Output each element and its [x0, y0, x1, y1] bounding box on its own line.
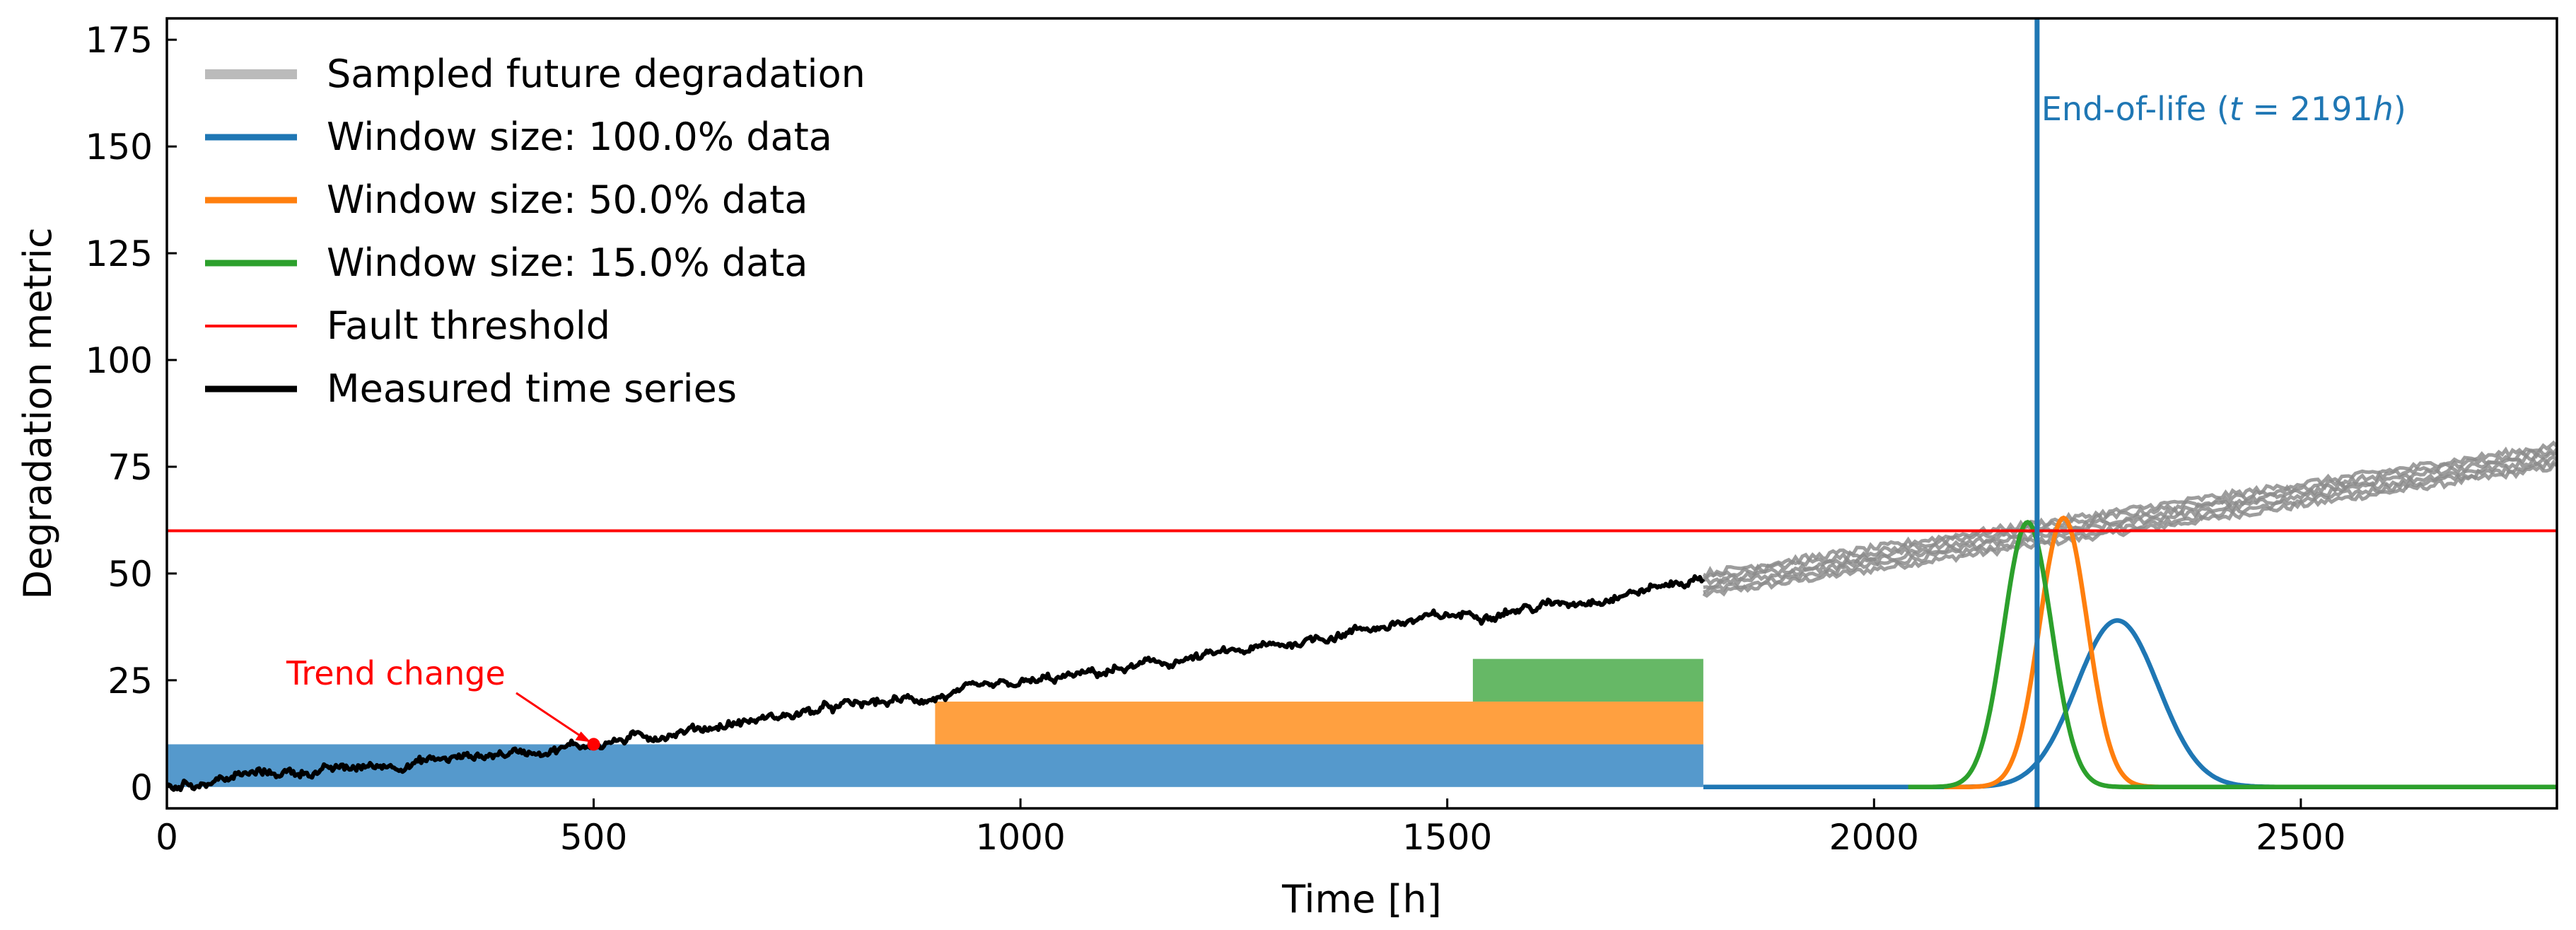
y-tick-label: 100 [86, 340, 153, 381]
trend-change-arrowhead [575, 731, 591, 743]
distribution-curve-0 [1703, 618, 2557, 790]
axes: 0 500 1000 1500 2000 2500 0 25 50 75 100 125 150 175 T… [16, 17, 2558, 922]
sampled-future-line-1 [1703, 458, 2557, 594]
distribution-curve-2 [1908, 520, 2557, 790]
x-tick-label: 2500 [2256, 817, 2345, 858]
window-bar-1 [935, 702, 1703, 745]
plot-content [167, 18, 2557, 808]
y-axis-label: Degradation metric [16, 227, 60, 599]
y-tick-label: 175 [86, 20, 153, 61]
eol-label-eq: = 2191 [2242, 90, 2373, 128]
trend-change-arrow [515, 692, 588, 741]
y-tick-label: 50 [107, 554, 153, 595]
window-bar-2 [1472, 658, 1703, 702]
legend-label-1: Window size: 100.0% data [327, 115, 832, 159]
legend-label-2: Window size: 50.0% data [327, 178, 808, 222]
x-tick-label: 2000 [1829, 817, 1919, 858]
y-tick-label: 25 [107, 661, 153, 702]
plot-area: End-of-life (t = 2191h) Trend change [167, 18, 2557, 808]
x-tick-label: 0 [156, 817, 178, 858]
trend-change-point [587, 738, 600, 751]
trend-change-label: Trend change [286, 654, 506, 692]
legend-label-3: Window size: 15.0% data [327, 240, 808, 285]
x-axis-label: Time [h] [1281, 877, 1442, 922]
x-tick-label: 1000 [976, 817, 1066, 858]
sampled-future-line-2 [1703, 454, 2557, 591]
y-tick-label: 0 [130, 767, 153, 808]
window-bar-0 [167, 744, 1703, 787]
eol-label-suffix: ) [2394, 90, 2406, 128]
y-tick-label: 125 [86, 233, 153, 274]
measured-series-line [167, 574, 1706, 792]
y-tick-label: 75 [107, 447, 153, 488]
eol-label-unit: h [2373, 90, 2394, 128]
axes-frame [165, 17, 2558, 810]
eol-label-prefix: End-of-life ( [2041, 90, 2230, 128]
sampled-future-line-5 [1702, 440, 2557, 579]
sampled-future-line-4 [1702, 446, 2557, 581]
legend-label-0: Sampled future degradation [327, 52, 866, 96]
y-tick-label: 150 [86, 127, 153, 168]
x-tick-label: 500 [560, 817, 627, 858]
legend: Sampled future degradation Window size: 1… [205, 52, 866, 411]
legend-label-4: Fault threshold [327, 303, 610, 348]
x-tick-label: 1500 [1402, 817, 1492, 858]
end-of-life-label: End-of-life (t = 2191h) [2041, 90, 2406, 128]
eol-label-var: t [2230, 90, 2244, 128]
legend-label-5: Measured time series [327, 366, 737, 411]
